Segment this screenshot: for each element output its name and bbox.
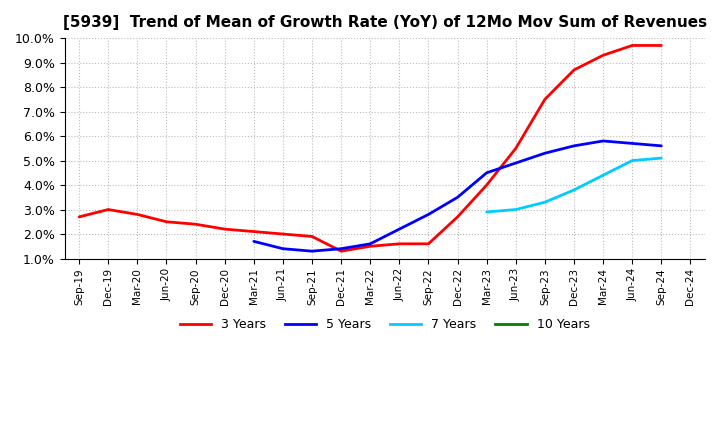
5 Years <box>366 241 374 246</box>
3 Years <box>454 214 462 220</box>
3 Years <box>541 97 549 102</box>
3 Years <box>337 249 346 254</box>
7 Years <box>628 158 636 163</box>
5 Years <box>628 141 636 146</box>
5 Years <box>511 160 520 165</box>
3 Years <box>366 244 374 249</box>
3 Years <box>75 214 84 220</box>
5 Years <box>482 170 491 176</box>
3 Years <box>570 67 578 73</box>
5 Years <box>250 239 258 244</box>
7 Years <box>657 155 666 161</box>
Line: 7 Years: 7 Years <box>487 158 662 212</box>
5 Years <box>424 212 433 217</box>
Title: [5939]  Trend of Mean of Growth Rate (YoY) of 12Mo Mov Sum of Revenues: [5939] Trend of Mean of Growth Rate (YoY… <box>63 15 707 30</box>
7 Years <box>599 172 608 178</box>
5 Years <box>279 246 287 251</box>
Legend: 3 Years, 5 Years, 7 Years, 10 Years: 3 Years, 5 Years, 7 Years, 10 Years <box>175 313 595 336</box>
5 Years <box>454 194 462 200</box>
7 Years <box>570 187 578 193</box>
3 Years <box>133 212 142 217</box>
7 Years <box>482 209 491 215</box>
3 Years <box>192 222 200 227</box>
5 Years <box>541 150 549 156</box>
5 Years <box>337 246 346 251</box>
5 Years <box>307 249 316 254</box>
3 Years <box>279 231 287 237</box>
3 Years <box>424 241 433 246</box>
3 Years <box>250 229 258 234</box>
3 Years <box>162 219 171 224</box>
7 Years <box>511 207 520 212</box>
Line: 3 Years: 3 Years <box>79 45 662 251</box>
3 Years <box>307 234 316 239</box>
5 Years <box>657 143 666 148</box>
5 Years <box>570 143 578 148</box>
3 Years <box>220 227 229 232</box>
7 Years <box>541 200 549 205</box>
Line: 5 Years: 5 Years <box>254 141 662 251</box>
3 Years <box>482 183 491 188</box>
3 Years <box>511 146 520 151</box>
5 Years <box>395 227 404 232</box>
3 Years <box>628 43 636 48</box>
3 Years <box>395 241 404 246</box>
3 Years <box>104 207 112 212</box>
3 Years <box>657 43 666 48</box>
5 Years <box>599 138 608 143</box>
3 Years <box>599 53 608 58</box>
